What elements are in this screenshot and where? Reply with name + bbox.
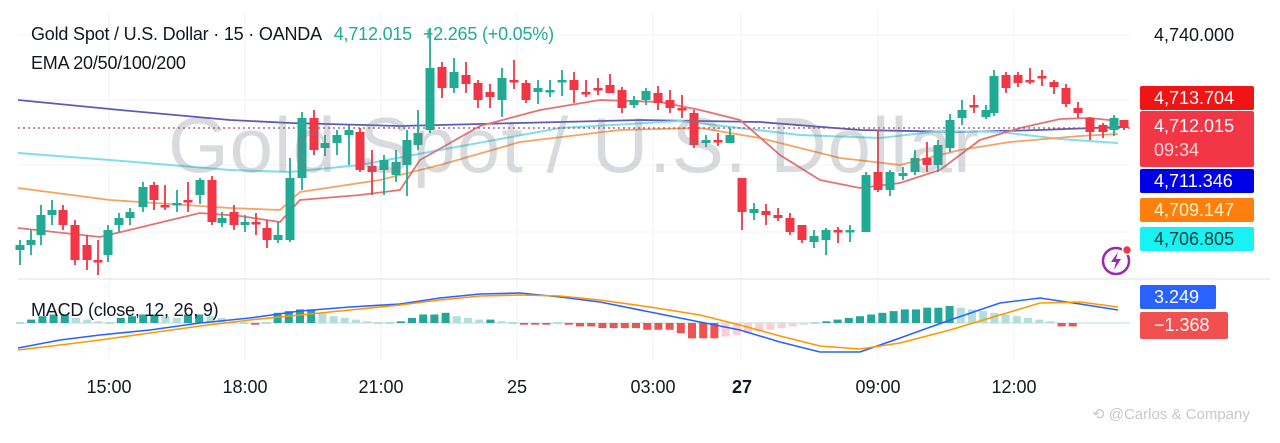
watermark-credit: ⟲ @Carlos & Company [1092, 406, 1250, 423]
ema50-price-tag: 4,709.147 [1140, 198, 1254, 222]
macd-value-tag: 3.249 [1140, 285, 1216, 309]
time-tick: 21:00 [358, 377, 404, 397]
ema20-price-tag: 4,713.704 [1140, 86, 1254, 110]
price-change: +2.265 (+0.05%) [422, 24, 554, 44]
time-tick: 09:00 [855, 377, 901, 397]
time-tick: 03:00 [630, 377, 676, 397]
legend-main[interactable]: Gold Spot / U.S. Dollar · 15 · OANDA 4,7… [31, 24, 554, 45]
symbol-watermark: Gold Spot / U.S. Dollar [168, 101, 980, 189]
last-price-value: 4,712.015 [1154, 116, 1235, 136]
symbol-title: Gold Spot / U.S. Dollar · 15 · OANDA [31, 24, 321, 44]
ema200-price-tag: 4,711.346 [1140, 169, 1254, 193]
time-tick: 18:00 [222, 377, 268, 397]
time-tick: 12:00 [991, 377, 1037, 397]
time-tick: 25 [506, 377, 528, 397]
flash-alert-icon[interactable] [1099, 242, 1133, 276]
legend-macd[interactable]: MACD (close, 12, 26, 9) [31, 300, 219, 320]
legend-ema[interactable]: EMA 20/50/100/200 [31, 53, 186, 73]
histogram-value-tag: −1.368 [1140, 312, 1228, 339]
last-price-tag: 4,712.015 09:34 [1140, 111, 1254, 167]
time-tick: 15:00 [86, 377, 132, 397]
ema100-price-tag: 4,706.805 [1140, 227, 1254, 251]
share-icon: ⟲ [1092, 406, 1109, 423]
price-axis-top-label: 4,740.000 [1154, 25, 1235, 45]
bar-countdown: 09:34 [1154, 140, 1200, 160]
last-price: 4,712.015 [333, 24, 412, 44]
time-tick-day: 27 [731, 377, 753, 397]
